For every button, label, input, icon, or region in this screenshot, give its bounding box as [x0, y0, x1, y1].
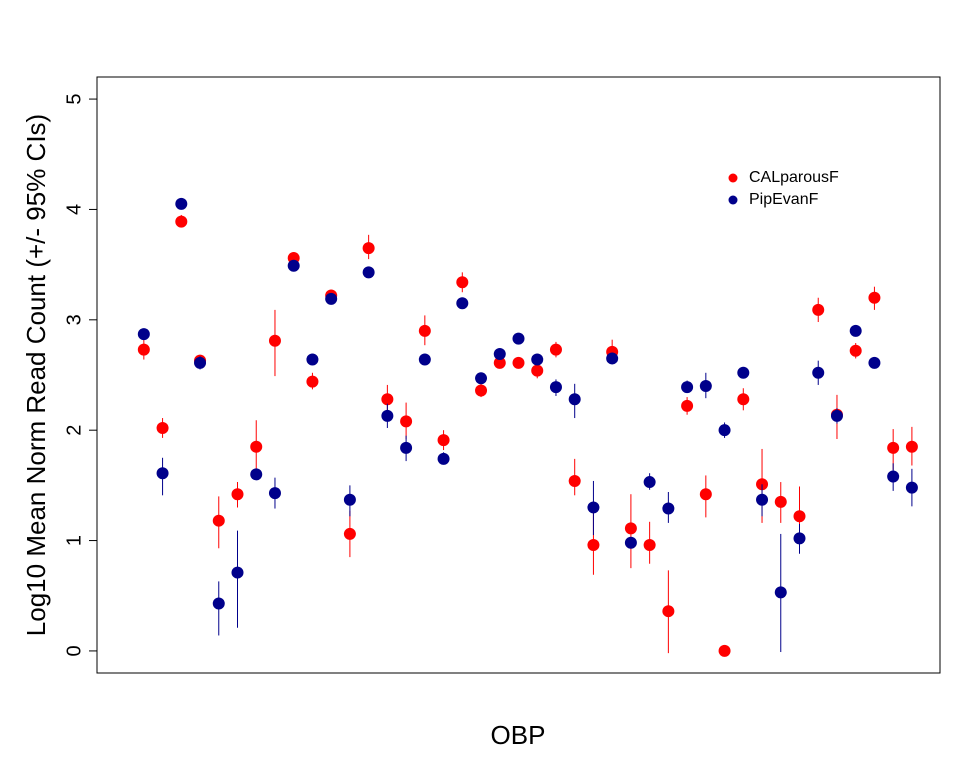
data-point — [774, 586, 787, 599]
legend: CALparousF PipEvanF — [728, 169, 839, 208]
data-point — [699, 380, 712, 393]
data-point — [343, 527, 356, 540]
data-point — [268, 487, 281, 500]
data-point — [531, 364, 544, 377]
data-point — [868, 356, 881, 369]
data-point — [606, 352, 619, 365]
y-tick-label: 2 — [63, 425, 85, 436]
y-tick-label: 0 — [63, 645, 85, 656]
data-point — [231, 566, 244, 579]
series-CALparousF — [137, 214, 918, 657]
data-point — [156, 421, 169, 434]
legend-marker — [728, 173, 738, 183]
y-tick-label: 5 — [63, 94, 85, 105]
data-point — [737, 366, 750, 379]
data-point — [681, 381, 694, 394]
data-point — [718, 424, 731, 437]
data-point — [418, 324, 431, 337]
data-point — [475, 384, 488, 397]
data-point — [325, 292, 338, 305]
y-axis-title: Log10 Mean Norm Read Count (+/- 95% CIs) — [21, 114, 51, 636]
y-tick-label: 1 — [63, 535, 85, 546]
data-point — [400, 415, 413, 428]
data-point — [437, 434, 450, 447]
data-point — [475, 372, 488, 385]
x-axis-title: OBP — [491, 720, 546, 750]
data-point — [868, 291, 881, 304]
data-point — [793, 532, 806, 545]
data-point — [231, 488, 244, 501]
data-point — [756, 493, 769, 506]
data-point — [306, 353, 319, 366]
data-point — [400, 441, 413, 454]
data-point — [306, 375, 319, 388]
data-point — [512, 356, 525, 369]
data-point — [681, 399, 694, 412]
data-point — [137, 328, 150, 341]
data-point — [194, 356, 207, 369]
data-point — [737, 393, 750, 406]
series-layer — [137, 197, 918, 657]
data-point — [643, 538, 656, 551]
data-point — [531, 353, 544, 366]
data-point — [793, 510, 806, 523]
data-point — [643, 476, 656, 489]
data-point — [587, 501, 600, 514]
data-point — [250, 468, 263, 481]
data-point — [250, 440, 263, 453]
y-tick-label: 4 — [63, 204, 85, 215]
data-point — [568, 474, 581, 487]
data-point — [662, 605, 675, 618]
y-tick-label: 3 — [63, 314, 85, 325]
data-point — [456, 297, 469, 310]
data-point — [175, 215, 188, 228]
data-point — [549, 343, 562, 356]
series-PipEvanF — [137, 197, 918, 653]
data-point — [812, 303, 825, 316]
data-point — [849, 324, 862, 337]
data-point — [905, 440, 918, 453]
data-point — [287, 259, 300, 272]
data-point — [418, 353, 431, 366]
data-point — [493, 356, 506, 369]
data-point — [887, 470, 900, 483]
data-point — [568, 393, 581, 406]
data-point — [362, 266, 375, 279]
data-point — [849, 344, 862, 357]
data-point — [175, 197, 188, 210]
data-point — [437, 452, 450, 465]
data-point — [493, 348, 506, 361]
data-point — [662, 502, 675, 515]
legend-label: PipEvanF — [749, 191, 819, 208]
data-point — [512, 332, 525, 345]
legend-label: CALparousF — [749, 169, 839, 186]
y-axis: 0 1 2 3 4 5 — [63, 94, 98, 656]
data-point — [887, 441, 900, 454]
data-point — [137, 343, 150, 356]
data-point — [624, 536, 637, 549]
data-point — [549, 381, 562, 394]
data-point — [381, 409, 394, 422]
data-point — [624, 522, 637, 535]
data-point — [587, 538, 600, 551]
data-point — [699, 488, 712, 501]
data-point — [362, 242, 375, 255]
data-point — [774, 495, 787, 508]
data-point — [381, 393, 394, 406]
data-point — [905, 481, 918, 494]
data-point — [212, 597, 225, 610]
data-point — [718, 644, 731, 657]
data-point — [343, 493, 356, 506]
data-point — [156, 467, 169, 480]
legend-marker — [728, 195, 738, 205]
data-point — [830, 409, 843, 422]
data-point — [812, 366, 825, 379]
data-point — [456, 276, 469, 289]
data-point — [268, 334, 281, 347]
data-point — [212, 514, 225, 527]
